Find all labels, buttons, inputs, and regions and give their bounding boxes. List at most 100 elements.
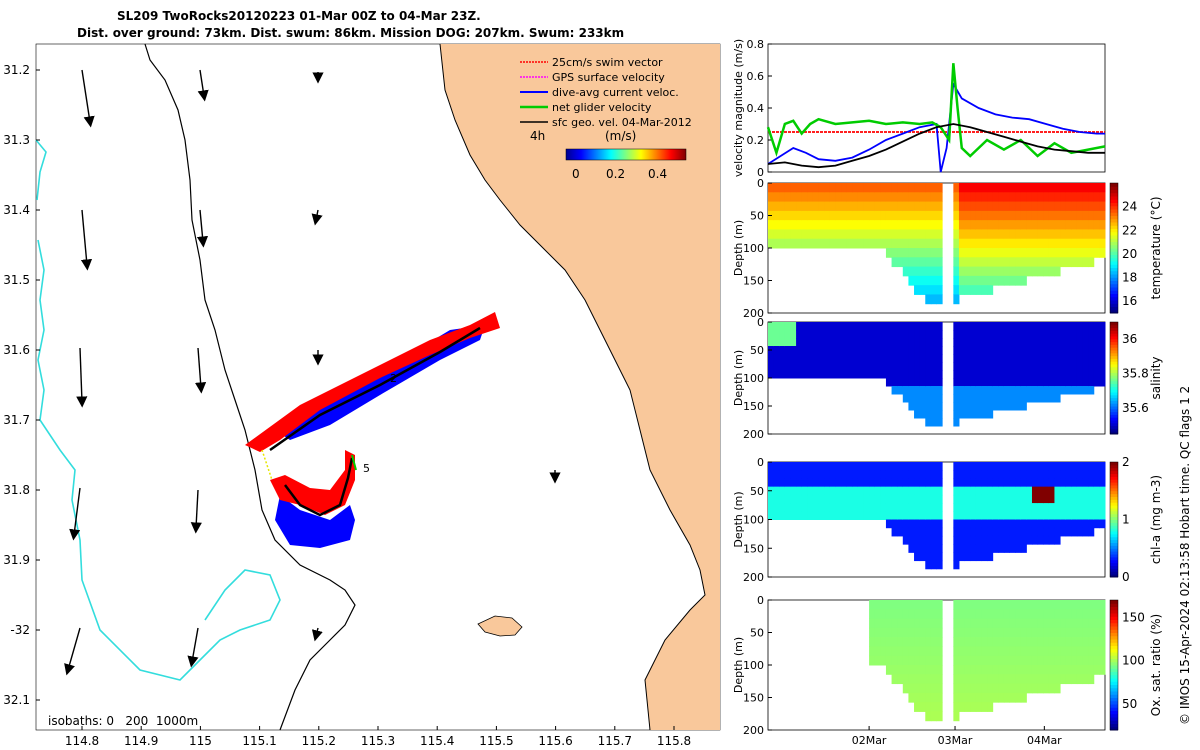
profile-cell: [930, 370, 937, 379]
profile-cell: [857, 370, 864, 379]
chart-title-line1: SL209 TwoRocks20120223 01-Mar 00Z to 04-…: [117, 9, 481, 23]
profile-cell: [925, 711, 932, 722]
profile-cell: [1065, 362, 1072, 371]
profile-cell: [869, 201, 876, 212]
profile-cell: [975, 674, 982, 685]
profile-cell: [784, 354, 791, 363]
profile-cell: [857, 354, 864, 363]
profile-cell: [958, 346, 966, 355]
profile-cell: [1048, 386, 1055, 395]
profile-cell: [874, 618, 881, 629]
profile-cell: [1037, 201, 1044, 212]
profile-cell: [1099, 354, 1106, 363]
profile-cell: [975, 266, 982, 277]
profile-cell: [953, 294, 960, 305]
profile-cell: [919, 470, 926, 479]
profile-cell: [880, 655, 887, 666]
profile-cell: [1048, 370, 1055, 379]
profile-cell: [975, 637, 982, 647]
velocity-y-tick-label: 0.2: [747, 134, 765, 147]
colorbar-segment: [1110, 306, 1118, 311]
profile-cell: [936, 410, 943, 419]
profile-cell: [1054, 494, 1061, 504]
profile-cell: [880, 511, 887, 520]
profile-cell: [936, 560, 943, 570]
profile-cell: [1082, 665, 1089, 675]
profile-x-tick-label: 02Mar: [852, 734, 887, 747]
profile-cell: [970, 478, 977, 488]
profile-cell: [1031, 618, 1039, 629]
profile-cell: [891, 527, 898, 537]
profile-cell: [1071, 511, 1078, 520]
profile-cell: [902, 354, 909, 363]
profile-cell: [930, 294, 937, 305]
profile-cell: [930, 600, 937, 610]
profile-cell: [1071, 665, 1078, 675]
profile-cell: [970, 229, 977, 240]
profile-cell: [1088, 462, 1095, 471]
profile-cell: [1043, 618, 1050, 629]
profile-cell: [891, 478, 898, 488]
profile-cell: [807, 192, 814, 203]
profile-cell: [958, 527, 966, 537]
profile-cell: [908, 503, 915, 512]
profile-cell: [970, 627, 977, 638]
profile-cell: [964, 410, 971, 419]
profile-cell: [958, 275, 966, 286]
profile-cell: [981, 486, 988, 496]
profile-cell: [970, 322, 977, 331]
profile-cell: [908, 402, 915, 411]
profile-cell: [897, 210, 904, 221]
profile-cell: [981, 702, 988, 712]
profile-cell: [1048, 618, 1055, 629]
profile-cell: [1003, 275, 1011, 286]
profile-cell: [1020, 257, 1027, 268]
profile-cell: [964, 665, 971, 675]
profile-cell: [930, 560, 937, 570]
profile-cell: [987, 494, 994, 504]
profile-cell: [1060, 338, 1067, 347]
profile-cell: [846, 470, 853, 479]
profile-cell: [925, 462, 932, 471]
profile-cell: [1043, 362, 1050, 371]
profile-cell: [1071, 470, 1078, 479]
velocity-series-line: [767, 123, 1105, 169]
profile-cell: [818, 322, 825, 331]
profile-cell: [897, 201, 904, 212]
profile-cell: [936, 618, 943, 629]
profile-cell: [1060, 637, 1067, 647]
profile-cell: [964, 683, 971, 694]
profile-cell: [1076, 192, 1084, 203]
profile-cell: [953, 362, 960, 371]
profile-cell: [874, 238, 881, 249]
profile-cell: [818, 478, 825, 488]
profile-cell: [1088, 330, 1095, 339]
profile-cell: [874, 609, 881, 620]
profile-cell: [1099, 519, 1106, 529]
profile-cell: [1054, 220, 1061, 230]
profile-cell: [829, 511, 836, 520]
profile-cell: [930, 692, 937, 703]
profile-cell: [891, 257, 898, 268]
profile-cell: [768, 354, 775, 363]
profile-cell: [975, 627, 982, 638]
profile-cell: [987, 527, 994, 537]
profile-cell: [807, 322, 814, 331]
colorbar-segment: [1110, 270, 1118, 275]
colorbar-segment: [1110, 264, 1118, 268]
profile-cell: [1015, 257, 1022, 268]
profile-cell: [936, 683, 943, 694]
profile-cell: [958, 402, 966, 411]
profile-cell: [841, 192, 848, 203]
profile-cell: [998, 692, 1005, 703]
profile-cell: [1015, 470, 1022, 479]
profile-cell: [874, 192, 881, 203]
profile-cell: [930, 192, 937, 203]
profile-cell: [835, 478, 842, 488]
profile-cell: [863, 494, 870, 504]
profile-cell: [790, 470, 797, 479]
profile-cell: [925, 266, 932, 277]
profile-cell: [773, 478, 780, 488]
profile-cell: [880, 229, 887, 240]
